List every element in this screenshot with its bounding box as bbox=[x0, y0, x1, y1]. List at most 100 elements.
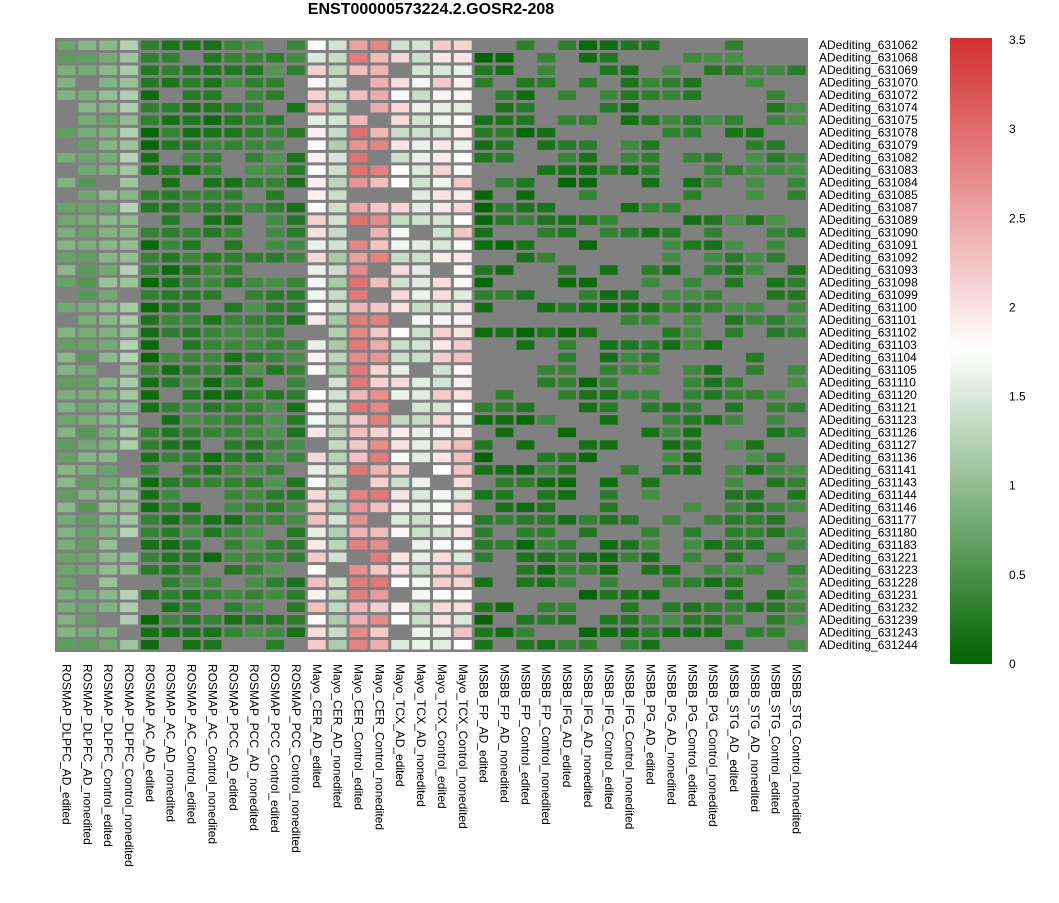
heatmap-cell bbox=[99, 377, 118, 388]
heatmap-cell bbox=[203, 140, 222, 150]
heatmap-cell bbox=[328, 65, 347, 75]
heatmap-cell bbox=[224, 227, 243, 238]
heatmap-cell bbox=[704, 627, 723, 638]
heatmap-cell bbox=[516, 552, 535, 563]
heatmap-cell bbox=[474, 415, 493, 425]
heatmap-cell bbox=[120, 490, 138, 500]
heatmap-cell bbox=[140, 302, 159, 313]
heatmap-cell bbox=[391, 65, 410, 75]
heatmap-cell bbox=[203, 265, 222, 275]
heatmap-cell bbox=[99, 352, 118, 363]
heatmap-cell bbox=[266, 302, 284, 313]
heatmap-cell bbox=[725, 440, 743, 450]
heatmap-cell bbox=[558, 390, 577, 400]
heatmap-cell bbox=[120, 540, 138, 550]
column-labels: ROSMAP_DLPFC_AD_edited ROSMAP_DLPFC_AD_no… bbox=[59, 664, 803, 867]
heatmap-cell bbox=[579, 540, 597, 550]
heatmap-cell bbox=[286, 202, 305, 213]
heatmap-cell bbox=[745, 227, 764, 238]
heatmap-cell bbox=[286, 565, 305, 575]
heatmap-cell bbox=[328, 402, 347, 413]
heatmap-cell bbox=[412, 40, 430, 50]
heatmap-cell bbox=[182, 90, 201, 100]
heatmap-cell bbox=[78, 190, 97, 200]
heatmap-cell bbox=[495, 602, 514, 613]
heatmap-cell bbox=[370, 627, 389, 638]
heatmap-cell bbox=[57, 127, 76, 138]
heatmap-cell bbox=[766, 152, 785, 163]
heatmap-cell bbox=[558, 577, 577, 588]
heatmap-cell bbox=[203, 340, 222, 350]
heatmap-cell bbox=[391, 152, 410, 163]
heatmap-cell bbox=[433, 602, 451, 613]
heatmap-cell bbox=[641, 627, 660, 638]
heatmap-cell bbox=[349, 190, 368, 200]
heatmap-cell bbox=[787, 127, 806, 138]
heatmap-cell bbox=[99, 427, 118, 438]
heatmap-cell bbox=[683, 440, 702, 450]
heatmap-cell bbox=[78, 127, 97, 138]
heatmap-cell bbox=[558, 340, 577, 350]
heatmap-cell bbox=[203, 165, 222, 175]
heatmap-cell bbox=[57, 215, 76, 225]
heatmap-cell bbox=[599, 102, 618, 113]
column-label: Mayo_TCX_AD_edited bbox=[393, 664, 407, 787]
heatmap-cell bbox=[704, 365, 723, 375]
heatmap-cell bbox=[182, 227, 201, 238]
heatmap-cell bbox=[662, 615, 681, 625]
heatmap-cell bbox=[620, 402, 639, 413]
heatmap-cell bbox=[349, 477, 368, 488]
heatmap-cell bbox=[140, 340, 159, 350]
column-label: ROSMAP_AC_AD_edited bbox=[143, 664, 157, 802]
heatmap-cell bbox=[725, 377, 743, 388]
heatmap-cell bbox=[725, 402, 743, 413]
row-label: ADediting_631093 bbox=[819, 263, 918, 277]
heatmap-cell bbox=[474, 102, 493, 113]
heatmap-cell bbox=[245, 477, 264, 488]
heatmap-cell bbox=[120, 127, 138, 138]
heatmap-cell bbox=[453, 602, 472, 613]
heatmap-cell bbox=[620, 277, 639, 288]
heatmap-cell bbox=[537, 252, 556, 263]
row-label: ADediting_631090 bbox=[819, 226, 918, 240]
heatmap-cell bbox=[662, 315, 681, 325]
heatmap-cell bbox=[620, 340, 639, 350]
heatmap-cell bbox=[78, 452, 97, 463]
heatmap-cell bbox=[245, 402, 264, 413]
heatmap-cell bbox=[203, 102, 222, 113]
heatmap-cell bbox=[516, 190, 535, 200]
heatmap-cell bbox=[579, 615, 597, 625]
heatmap-cell bbox=[495, 490, 514, 500]
heatmap-cell bbox=[620, 127, 639, 138]
heatmap-cell bbox=[140, 115, 159, 125]
heatmap-cell bbox=[412, 640, 430, 650]
row-label: ADediting_631075 bbox=[819, 113, 918, 127]
heatmap-cell bbox=[558, 290, 577, 300]
heatmap-cell bbox=[370, 315, 389, 325]
heatmap-cell bbox=[349, 440, 368, 450]
heatmap-cell bbox=[120, 502, 138, 513]
heatmap-cell bbox=[599, 90, 618, 100]
heatmap-cell bbox=[704, 240, 723, 250]
heatmap-cell bbox=[683, 265, 702, 275]
heatmap-cell bbox=[474, 402, 493, 413]
heatmap-cell bbox=[579, 502, 597, 513]
heatmap-cell bbox=[412, 240, 430, 250]
heatmap-cell bbox=[558, 40, 577, 50]
heatmap-cell bbox=[412, 65, 430, 75]
heatmap-cell bbox=[662, 402, 681, 413]
heatmap-cell bbox=[662, 590, 681, 600]
heatmap-cell bbox=[537, 477, 556, 488]
heatmap-cell bbox=[307, 190, 326, 200]
heatmap-cell bbox=[766, 477, 785, 488]
heatmap-cell bbox=[203, 290, 222, 300]
heatmap-cell bbox=[683, 252, 702, 263]
heatmap-cell bbox=[140, 177, 159, 188]
column-label: Mayo_CER_AD_edited bbox=[310, 664, 324, 788]
heatmap-cell bbox=[495, 90, 514, 100]
heatmap-cell bbox=[120, 240, 138, 250]
heatmap-cell bbox=[579, 440, 597, 450]
heatmap-cell bbox=[57, 240, 76, 250]
heatmap-cell bbox=[745, 277, 764, 288]
